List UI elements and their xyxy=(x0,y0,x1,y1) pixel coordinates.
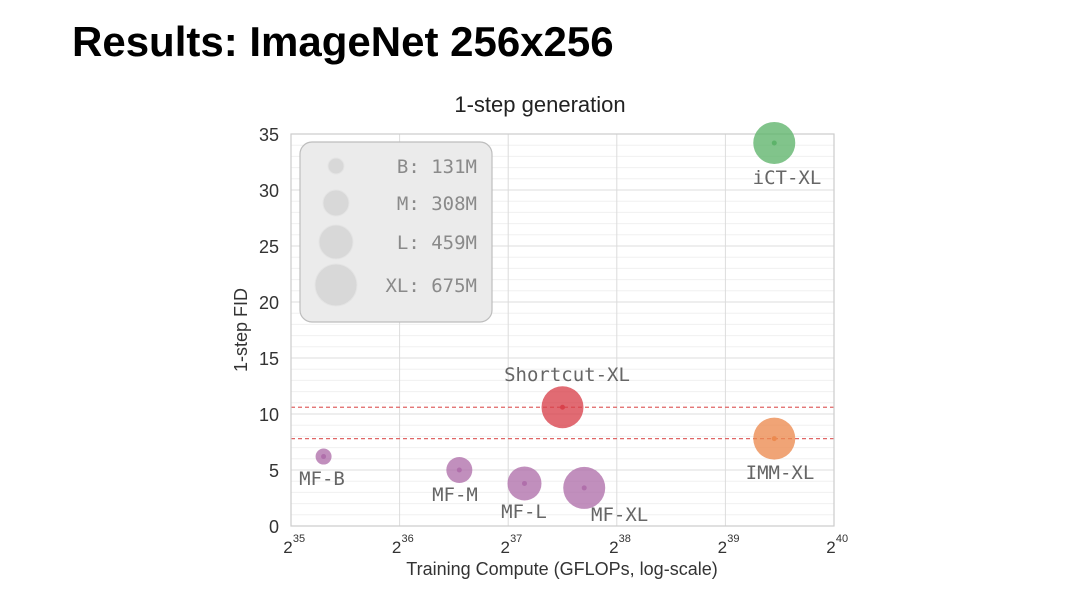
x-axis-label: Training Compute (GFLOPs, log-scale) xyxy=(406,559,717,579)
data-point-center xyxy=(581,485,587,491)
x-tick-label-base: 2 xyxy=(283,538,292,557)
point-label: MF-M xyxy=(432,484,478,506)
point-label: MF-B xyxy=(299,468,345,490)
x-tick-label-base: 2 xyxy=(500,538,509,557)
y-tick-label: 25 xyxy=(259,237,279,257)
legend-marker xyxy=(322,189,350,217)
x-tick-label-exponent: 39 xyxy=(727,533,739,545)
plot-frame xyxy=(290,133,835,527)
data-point-center xyxy=(771,140,777,146)
y-tick-label: 5 xyxy=(269,461,279,481)
y-tick-labels: 0 5 10 15 20 25 30 35 xyxy=(259,125,279,537)
y-tick-label: 20 xyxy=(259,293,279,313)
x-tick-label-base: 2 xyxy=(609,538,618,557)
point-label: MF-L xyxy=(501,501,547,523)
x-tick-label-base: 2 xyxy=(392,538,401,557)
data-point-center xyxy=(771,436,777,442)
x-tick-label-exponent: 35 xyxy=(293,533,305,545)
chart-title: 1-step generation xyxy=(454,92,625,117)
x-tick-label-base: 2 xyxy=(826,538,835,557)
data-point-center xyxy=(521,480,527,486)
point-label: Shortcut-XL xyxy=(504,364,630,386)
x-tick-label-exponent: 36 xyxy=(401,533,413,545)
legend-marker xyxy=(318,224,354,260)
point-label: MF-XL xyxy=(591,504,648,526)
y-tick-label: 15 xyxy=(259,349,279,369)
data-point-center xyxy=(560,404,565,410)
x-tick-labels: 2 35 2 36 2 37 2 38 2 39 2 40 xyxy=(283,533,848,557)
x-tick-label-exponent: 38 xyxy=(619,533,631,545)
legend: B: 131M M: 308M L: 459M XL: 675M xyxy=(299,141,493,323)
legend-label: XL: 675M xyxy=(385,275,477,297)
legend-label: L: 459M xyxy=(397,232,477,254)
legend-marker xyxy=(327,157,345,175)
y-axis-label: 1-step FID xyxy=(231,288,251,372)
y-tick-label: 35 xyxy=(259,125,279,145)
legend-label: M: 308M xyxy=(397,193,477,215)
y-tick-label: 0 xyxy=(269,517,279,537)
data-points: MF-B MF-M MF-L MF-XL Shortcut-XL IMM-XL iCT-XL xyxy=(299,121,822,526)
point-label: IMM-XL xyxy=(746,462,815,484)
data-point-center xyxy=(456,467,462,473)
x-tick-label-exponent: 37 xyxy=(510,533,522,545)
y-tick-label: 30 xyxy=(259,181,279,201)
x-tick-label-base: 2 xyxy=(718,538,727,557)
point-label: iCT-XL xyxy=(753,167,822,189)
legend-marker xyxy=(314,263,358,307)
data-point-center xyxy=(321,454,327,460)
y-tick-label: 10 xyxy=(259,405,279,425)
slide-title: Results: ImageNet 256x256 xyxy=(72,18,614,65)
x-tick-label-exponent: 40 xyxy=(836,533,848,545)
legend-label: B: 131M xyxy=(397,156,477,178)
